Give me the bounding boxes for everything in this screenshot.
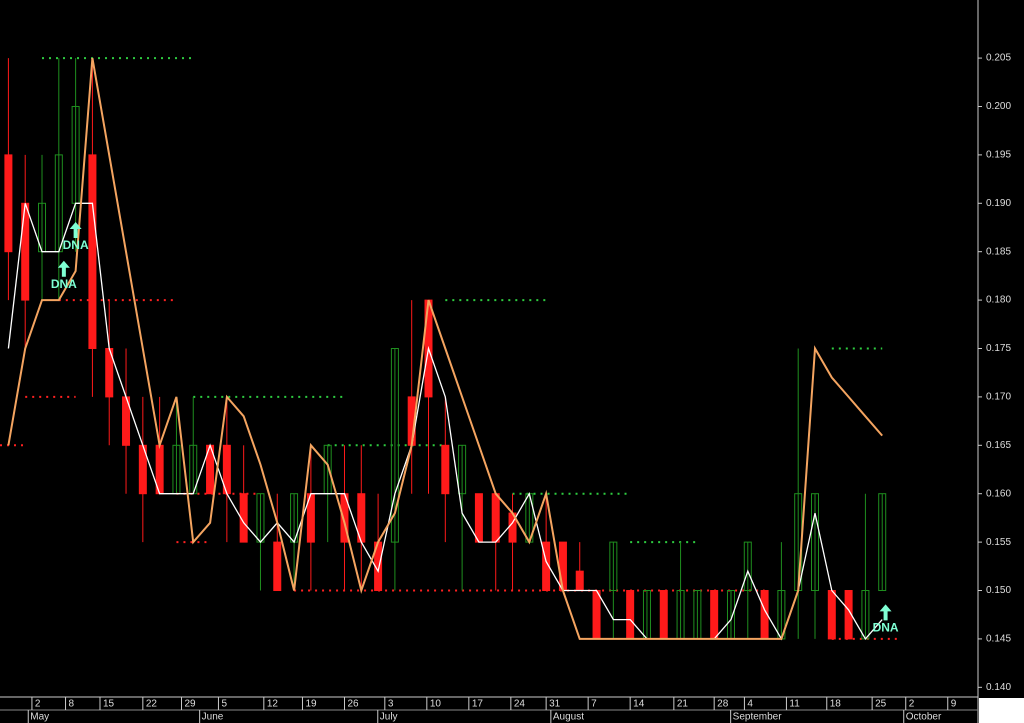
x-tick-label: 2 <box>35 699 41 710</box>
indicator-line <box>7 202 883 641</box>
x-tick-label: 8 <box>69 699 75 710</box>
candle-body <box>575 570 584 592</box>
annotation-arrow <box>57 260 70 277</box>
x-tick-label: 21 <box>677 699 689 710</box>
x-tick-label: 15 <box>103 699 115 710</box>
y-tick-label: 0.175 <box>986 343 1011 354</box>
indicator-line <box>7 57 883 640</box>
candle-body <box>474 493 483 543</box>
candle-body <box>827 590 836 640</box>
candle-body <box>609 541 618 592</box>
x-tick-label: 26 <box>347 699 359 710</box>
x-tick-label: 11 <box>789 699 800 710</box>
candle-body <box>441 444 450 495</box>
y-tick-label: 0.155 <box>986 537 1011 548</box>
y-tick-label: 0.165 <box>986 440 1011 451</box>
candle-body <box>592 590 601 640</box>
x-tick-label: 9 <box>951 699 957 710</box>
month-label: August <box>553 712 584 723</box>
candle-body <box>626 590 635 640</box>
y-tick-label: 0.170 <box>986 392 1011 403</box>
y-tick-label: 0.200 <box>986 101 1011 112</box>
month-label: October <box>906 712 942 723</box>
y-tick-label: 0.195 <box>986 150 1011 161</box>
candle-body <box>878 493 887 592</box>
candle-body <box>811 493 819 592</box>
candle-body <box>743 541 752 592</box>
x-tick-label: 28 <box>717 699 729 710</box>
candle-body <box>390 348 399 543</box>
y-tick-label: 0.140 <box>986 682 1011 693</box>
candle-body <box>88 154 97 349</box>
y-tick-label: 0.145 <box>986 634 1011 645</box>
corner-box <box>979 698 1024 723</box>
x-tick-label: 7 <box>591 699 597 710</box>
month-label: September <box>733 712 783 723</box>
x-tick-label: 22 <box>146 699 158 710</box>
annotation-arrow <box>69 222 82 239</box>
x-tick-label: 29 <box>184 699 196 710</box>
candle-body <box>273 541 282 592</box>
x-tick-label: 4 <box>747 699 753 710</box>
y-tick-label: 0.185 <box>986 246 1011 257</box>
x-tick-label: 25 <box>875 699 887 710</box>
candle-body <box>458 444 467 495</box>
annotation-label: DNA <box>873 621 899 635</box>
x-tick-label: 5 <box>221 699 227 710</box>
month-label: July <box>380 712 398 723</box>
y-tick-label: 0.150 <box>986 585 1011 596</box>
candle-body <box>710 590 719 640</box>
candle-body <box>21 202 30 301</box>
y-tick-label: 0.160 <box>986 488 1011 499</box>
x-tick-label: 12 <box>267 699 279 710</box>
candle-body <box>558 541 567 592</box>
annotation-label: DNA <box>63 238 89 252</box>
x-tick-label: 17 <box>472 699 484 710</box>
month-label: June <box>202 712 224 723</box>
candle-body <box>659 590 668 640</box>
month-label: May <box>30 712 49 723</box>
y-tick-label: 0.180 <box>986 295 1011 306</box>
y-tick-label: 0.205 <box>986 53 1011 64</box>
x-tick-label: 24 <box>514 699 526 710</box>
x-tick-label: 10 <box>430 699 442 710</box>
x-tick-label: 3 <box>388 699 394 710</box>
y-tick-label: 0.190 <box>986 198 1011 209</box>
annotation-arrow <box>879 604 892 621</box>
x-tick-label: 18 <box>830 699 842 710</box>
x-tick-label: 2 <box>909 699 915 710</box>
x-tick-label: 31 <box>549 699 561 710</box>
x-tick-label: 19 <box>305 699 317 710</box>
candle-body <box>491 493 500 543</box>
candle-body <box>4 154 13 253</box>
annotation-label: DNA <box>51 277 77 291</box>
x-tick-label: 14 <box>633 699 645 710</box>
